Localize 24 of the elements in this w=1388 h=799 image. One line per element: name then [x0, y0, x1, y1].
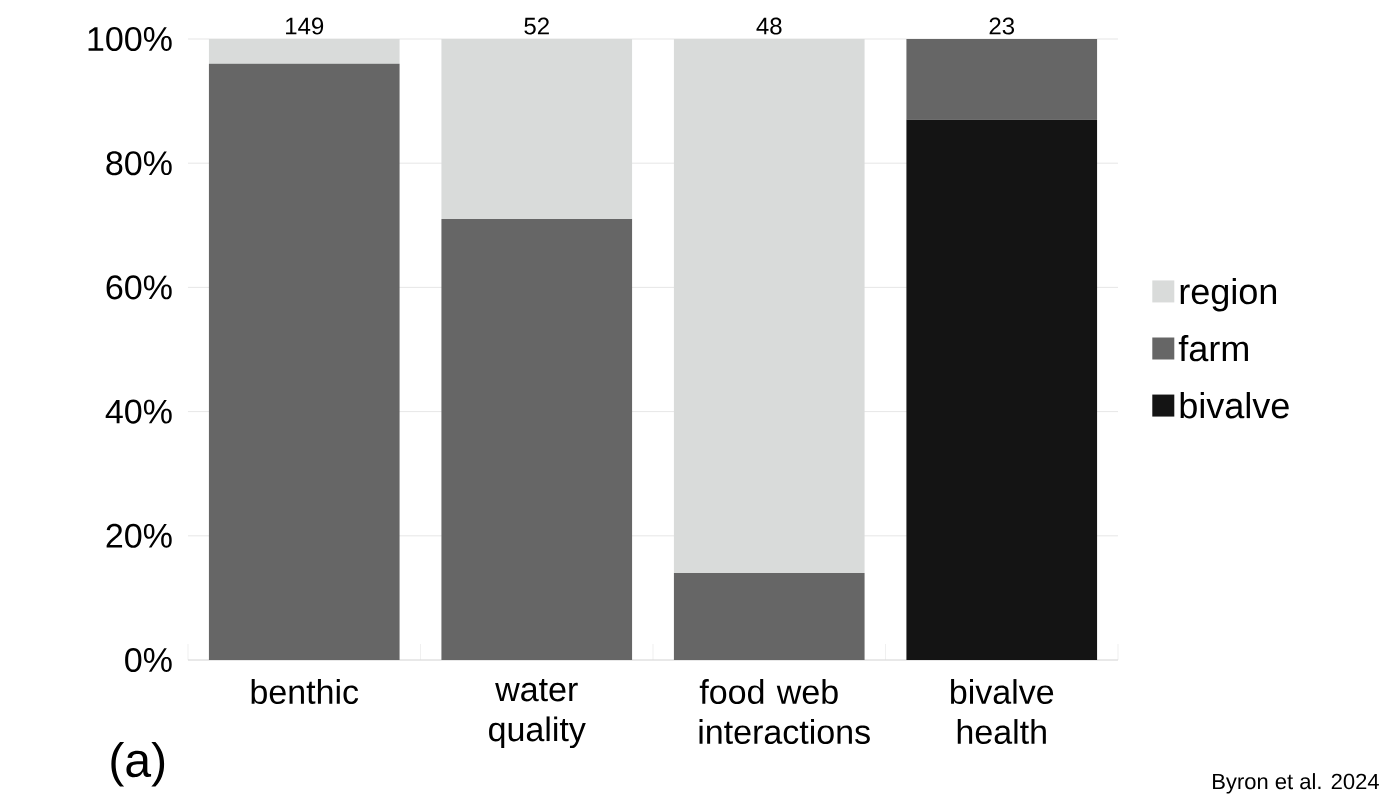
x-tick-label: food web interactions — [699, 679, 870, 745]
y-tick-label: 20% — [106, 523, 172, 548]
legend-label: farm — [1178, 334, 1248, 362]
legend-label: bivalve — [1180, 392, 1289, 419]
bar — [906, 119, 1098, 660]
x-tick-label: bivalve health — [951, 679, 1054, 745]
annotation: 23 — [989, 17, 1015, 35]
x-tick-label: water quality — [489, 679, 586, 749]
bar — [673, 573, 865, 660]
legend-label: region — [1180, 277, 1277, 312]
text: (a) — [111, 741, 165, 787]
y-tick-label: 100% — [88, 26, 172, 52]
text: Byron et al. 2024 — [1213, 773, 1379, 794]
annotation: 48 — [756, 17, 782, 35]
annotation: 52 — [524, 17, 549, 35]
y-tick-label: 0% — [125, 647, 172, 673]
y-tick-label: 80% — [106, 151, 172, 176]
y-tick-label: 60% — [106, 275, 172, 300]
x-tick-label: benthic — [251, 679, 359, 705]
y-tick-label: 40% — [105, 399, 172, 424]
bar — [906, 39, 1098, 120]
bar — [208, 63, 400, 660]
annotation: 149 — [286, 17, 324, 35]
bar — [441, 219, 633, 660]
